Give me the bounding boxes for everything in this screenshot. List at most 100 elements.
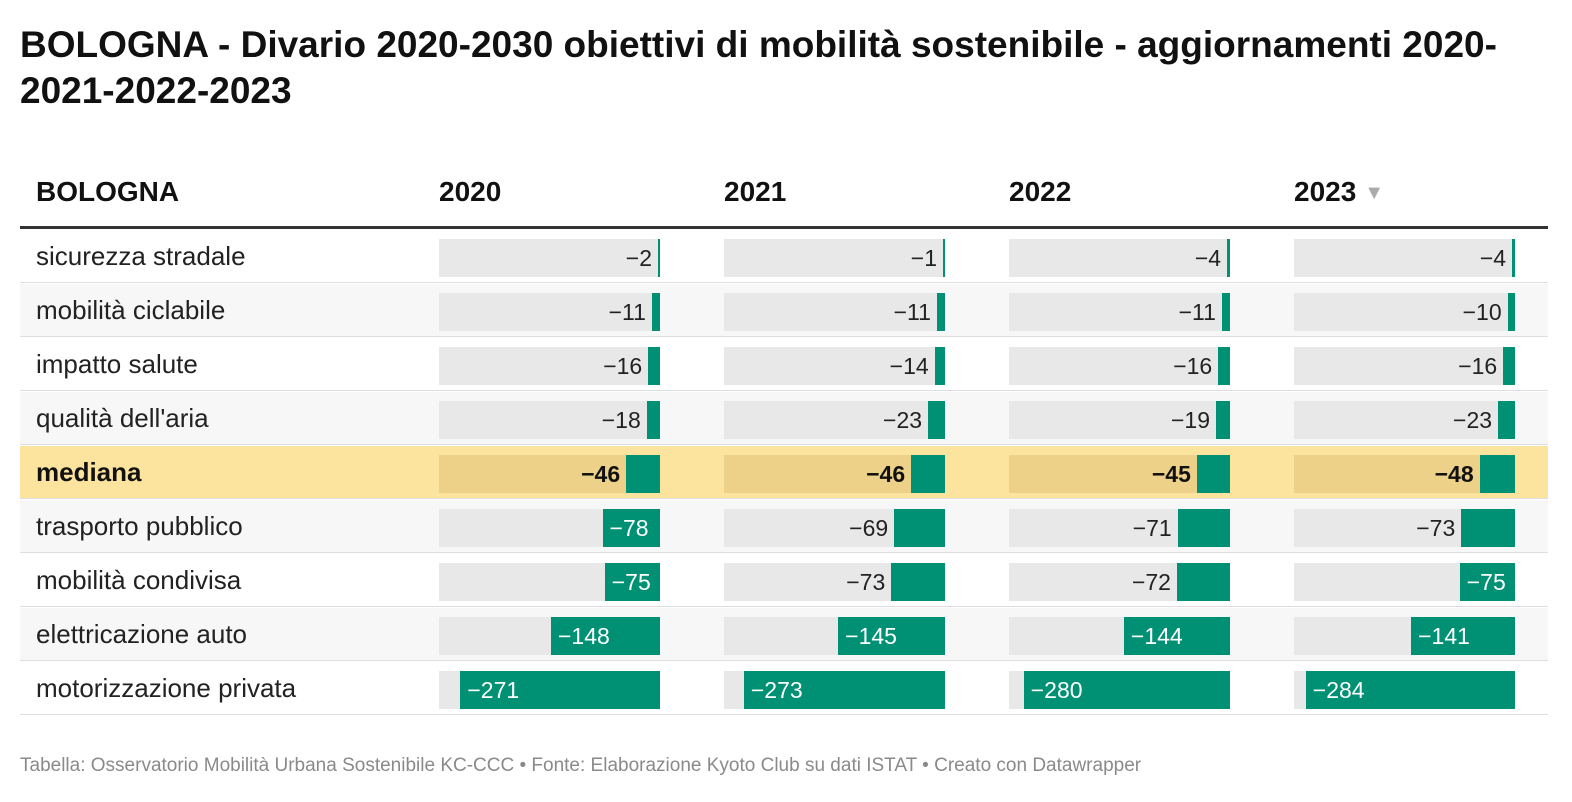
value-label: −4 [1479, 245, 1507, 271]
row-label: motorizzazione privata [36, 673, 297, 703]
bar-2020 [648, 347, 660, 385]
bar-2021 [891, 563, 945, 601]
header-row-label: BOLOGNA [36, 176, 180, 207]
bar-2022 [1023, 671, 1230, 709]
bar-track: −75 [439, 563, 660, 601]
bar-2020 [604, 563, 660, 601]
value-label: −45 [1151, 461, 1191, 487]
table-row: impatto salute −16 −14 −16 −16 [20, 338, 1548, 391]
bar-track: −16 [1294, 347, 1515, 385]
bar-track: −14 [724, 347, 945, 385]
value-label: −148 [557, 623, 610, 649]
bar-track: −19 [1009, 401, 1230, 439]
bar-track: −75 [1294, 563, 1515, 601]
bar-2022 [1221, 293, 1230, 331]
row-label: elettricazione auto [36, 619, 248, 649]
value-label: −46 [866, 461, 906, 487]
value-label: −46 [581, 461, 621, 487]
bar-2020 [460, 671, 660, 709]
table-row: sicurezza stradale −2 −1 −4 −4 [20, 230, 1548, 283]
bar-2021 [936, 293, 945, 331]
bar-track: −144 [1009, 617, 1230, 655]
value-label: −145 [845, 623, 897, 649]
value-label: −11 [608, 299, 646, 325]
header-col-2020[interactable]: 2020 [439, 176, 502, 207]
bar-2021 [838, 617, 945, 655]
row-label: trasporto pubblico [36, 511, 243, 541]
bar-track: −10 [1294, 293, 1515, 331]
bar-track: −145 [724, 617, 945, 655]
header-col-2023-label: 2023 [1294, 176, 1357, 207]
value-label: −23 [1453, 407, 1493, 433]
value-label: −4 [1194, 245, 1222, 271]
bar-track: −78 [439, 509, 660, 547]
row-label: mobilità condivisa [36, 565, 242, 595]
row-label: sicurezza stradale [36, 241, 246, 271]
bar-track: −23 [1294, 401, 1515, 439]
value-label: −11 [1178, 299, 1216, 325]
table-row: mobilità ciclabile −11 −11 −11 −10 [20, 284, 1548, 337]
value-label: −280 [1030, 677, 1083, 703]
header-col-2021[interactable]: 2021 [724, 176, 787, 207]
value-label: −75 [1466, 569, 1506, 595]
bar-track: −46 [439, 455, 660, 493]
bar-2021 [894, 509, 945, 547]
bar-2022 [1218, 347, 1230, 385]
bar-track: −71 [1009, 509, 1230, 547]
bar-track: −46 [724, 455, 945, 493]
bar-track: −1 [724, 239, 945, 277]
bar-track: −148 [439, 617, 660, 655]
value-label: −273 [750, 677, 803, 703]
bar-track: −16 [439, 347, 660, 385]
bar-track: −280 [1009, 671, 1230, 709]
row-label: mobilità ciclabile [36, 295, 226, 325]
value-label: −19 [1171, 407, 1211, 433]
bar-2023 [1512, 239, 1515, 277]
value-label: −48 [1434, 461, 1474, 487]
value-label: −69 [849, 515, 889, 541]
bar-track: −18 [439, 401, 660, 439]
table-row: trasporto pubblico −78 −69 −71 −73 [20, 500, 1548, 553]
bar-2020 [602, 509, 660, 547]
bar-2022 [1227, 239, 1230, 277]
row-label: mediana [36, 457, 142, 487]
value-label: −71 [1132, 515, 1172, 541]
value-label: −271 [467, 677, 520, 703]
bar-2022 [1196, 455, 1230, 493]
bar-track: −69 [724, 509, 945, 547]
bar-2020 [626, 455, 660, 493]
bar-2022 [1176, 563, 1230, 601]
value-label: −141 [1418, 623, 1470, 649]
bar-2023 [1507, 293, 1515, 331]
table-row: mediana −46 −46 −45 −48 [20, 446, 1548, 499]
bar-2020 [658, 239, 660, 277]
value-label: −10 [1462, 299, 1502, 325]
sort-descending-icon[interactable]: ▼ [1364, 182, 1385, 204]
bar-2023 [1498, 401, 1515, 439]
row-label: qualità dell'aria [36, 403, 209, 433]
value-label: −16 [1458, 353, 1498, 379]
value-label: −1 [910, 245, 937, 271]
table-row: mobilità condivisa −75 −73 −72 −75 [20, 554, 1548, 607]
bar-2020 [646, 401, 660, 439]
bar-2020 [651, 293, 660, 331]
bar-2021 [911, 455, 945, 493]
value-label: −23 [883, 407, 923, 433]
bar-2021 [743, 671, 945, 709]
bar-2020 [550, 617, 660, 655]
bar-2023 [1479, 455, 1515, 493]
header-col-2022[interactable]: 2022 [1009, 176, 1072, 207]
value-label: −78 [609, 515, 649, 541]
bar-track: −141 [1294, 617, 1515, 655]
value-label: −16 [1173, 353, 1213, 379]
bar-track: −73 [1294, 509, 1515, 547]
table-row: motorizzazione privata −271 −273 −280 −284 [20, 662, 1548, 715]
bar-track: −16 [1009, 347, 1230, 385]
chart-title: BOLOGNA - Divario 2020-2030 obiettivi di… [20, 24, 1497, 111]
bar-track: −4 [1294, 239, 1515, 277]
value-label: −72 [1131, 569, 1171, 595]
bar-2023 [1503, 347, 1515, 385]
header-col-2023[interactable]: 2023 ▼ [1294, 176, 1384, 208]
bar-track: −273 [724, 671, 945, 709]
bar-2021 [928, 401, 945, 439]
